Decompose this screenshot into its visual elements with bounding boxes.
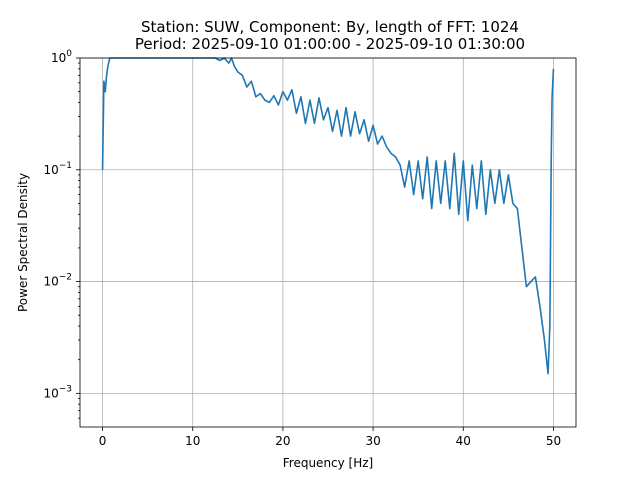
x-tick-label: 30 [365,434,380,448]
y-axis: 10−3 10−2 10−1 100 [43,49,80,419]
y-tick-label: 10−1 [43,161,72,177]
x-tick-label: 10 [185,434,200,448]
y-axis-label: Power Spectral Density [16,173,30,312]
chart-subtitle: Period: 2025-09-10 01:00:00 - 2025-09-10… [135,35,525,53]
x-tick-label: 0 [99,434,107,448]
y-tick-label: 10−3 [43,384,72,400]
plot-area [101,57,555,375]
plot-frame [79,57,577,428]
x-axis-label: Frequency [Hz] [283,456,374,470]
x-tick-label: 20 [275,434,290,448]
y-tick-label: 10−2 [43,273,72,289]
psd-line [101,57,555,375]
x-tick-label: 50 [546,434,561,448]
y-tick-label: 100 [51,49,72,65]
x-axis: 0 10 20 30 40 50 [99,427,561,448]
chart-title: Station: SUW, Component: By, length of F… [141,18,519,36]
x-tick-label: 40 [456,434,471,448]
grid-lines [80,57,576,427]
